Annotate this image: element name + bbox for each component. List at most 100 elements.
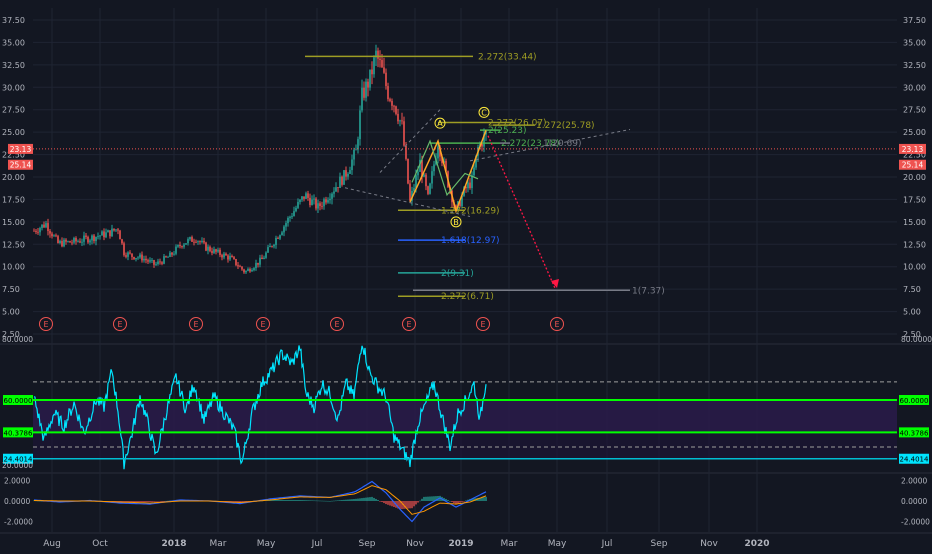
rsi-band-lower: [33, 432, 897, 459]
candle-body: [231, 255, 233, 258]
macd-histogram-bar: [273, 499, 275, 501]
macd-histogram-bar: [373, 497, 375, 501]
macd-histogram-bar: [409, 501, 411, 509]
candle-body: [81, 241, 83, 243]
candle-body: [85, 235, 87, 237]
candle-body: [39, 228, 41, 233]
macd-histogram-bar: [231, 501, 233, 502]
candle-body: [467, 182, 469, 189]
earnings-marker-circle: [476, 317, 490, 331]
macd-histogram-bar: [245, 501, 247, 502]
macd-histogram-bar: [359, 498, 361, 501]
earnings-marker-circle: [402, 317, 416, 331]
candle-body: [329, 198, 331, 201]
candle-body: [409, 183, 411, 201]
candle-body: [47, 223, 49, 232]
macd-histogram-bar: [389, 501, 391, 506]
x-tick-label: Oct: [92, 539, 108, 549]
candle-body: [293, 211, 295, 217]
macd-histogram-bar: [283, 499, 285, 501]
y-tick-label-right: 25.00: [903, 128, 926, 137]
candle-body: [355, 149, 357, 151]
macd-histogram-bar: [479, 497, 481, 501]
candle-body: [225, 253, 227, 256]
macd-histogram-bar: [383, 501, 385, 504]
macd-histogram-bar: [353, 499, 355, 501]
macd-histogram-bar: [363, 497, 365, 501]
macd-histogram-bar: [419, 500, 421, 502]
candle-body: [205, 242, 207, 251]
candle-body: [295, 207, 297, 212]
candle-body: [417, 171, 419, 176]
macd-histogram-bar: [483, 497, 485, 501]
candle-body: [103, 231, 105, 238]
candle-body: [229, 255, 231, 260]
candle-body: [71, 242, 73, 244]
candle-body: [341, 176, 343, 185]
candle-body: [45, 223, 47, 228]
y-tick-label-right: 2.50: [903, 330, 921, 339]
macd-histogram-bar: [289, 499, 291, 501]
candle-body: [269, 246, 271, 248]
candle-body: [43, 224, 45, 228]
candle-body: [407, 158, 409, 184]
macd-histogram-bar: [137, 501, 139, 503]
macd-histogram-bar: [341, 500, 343, 501]
candle-body: [459, 201, 461, 207]
candle-body: [185, 243, 187, 245]
macd-histogram-bar: [307, 500, 309, 501]
macd-histogram-bar: [233, 501, 235, 502]
macd-histogram-bar: [349, 499, 351, 501]
rsi-level-label-right: 40.3786: [900, 429, 929, 437]
rsi-level-box-right: [899, 395, 929, 405]
candle-body: [389, 99, 391, 101]
macd-histogram-bar: [335, 500, 337, 502]
candle-body: [175, 246, 177, 254]
candle-body: [275, 237, 277, 245]
y-tick-label-left: 37.50: [2, 16, 25, 25]
macd-histogram-bar: [413, 501, 415, 507]
candle-body: [395, 106, 397, 114]
candle-body: [99, 235, 101, 237]
candle-body: [381, 59, 383, 68]
macd-histogram-bar: [379, 501, 381, 502]
macd-histogram-bar: [145, 501, 147, 503]
candle-body: [469, 182, 471, 189]
candle-body: [139, 254, 141, 258]
y-tick-label-right: 37.50: [903, 16, 926, 25]
candle-body: [37, 231, 39, 233]
macd-histogram-bar: [39, 500, 41, 502]
earnings-marker-circle: [330, 317, 344, 331]
candle-body: [313, 198, 315, 200]
candle-body: [189, 237, 191, 240]
earnings-marker-circle: [113, 317, 127, 331]
candle-body: [151, 260, 153, 261]
earnings-marker-label: E: [193, 320, 198, 329]
macd-histogram-bar: [423, 496, 425, 501]
x-tick-label: Sep: [651, 539, 668, 549]
candle-body: [41, 224, 43, 229]
y-tick-label-right: 5.00: [903, 308, 921, 317]
candle-body: [115, 229, 117, 231]
macd-histogram-bar: [455, 501, 457, 505]
candle-body: [357, 139, 359, 150]
candle-body: [65, 239, 67, 242]
y-tick-label-right: 27.50: [903, 106, 926, 115]
rsi-level-label-left: 40.3786: [4, 429, 33, 437]
wave-label-circle: [478, 106, 490, 118]
y-tick-label-left: 5.00: [2, 308, 20, 317]
price-marker-box-right: [899, 143, 926, 154]
macd-histogram-bar: [161, 501, 163, 502]
macd-histogram-bar: [391, 501, 393, 507]
candle-body: [267, 247, 269, 253]
candle-body: [431, 171, 433, 184]
macd-signal-line: [34, 485, 487, 515]
macd-histogram-bar: [281, 499, 283, 501]
candle-body: [181, 246, 183, 247]
candle-body: [213, 249, 215, 253]
candle-body: [433, 164, 435, 172]
candle-body: [325, 199, 327, 203]
macd-histogram-bar: [317, 500, 319, 502]
macd-histogram-bar: [143, 501, 145, 503]
candle-body: [59, 241, 61, 244]
